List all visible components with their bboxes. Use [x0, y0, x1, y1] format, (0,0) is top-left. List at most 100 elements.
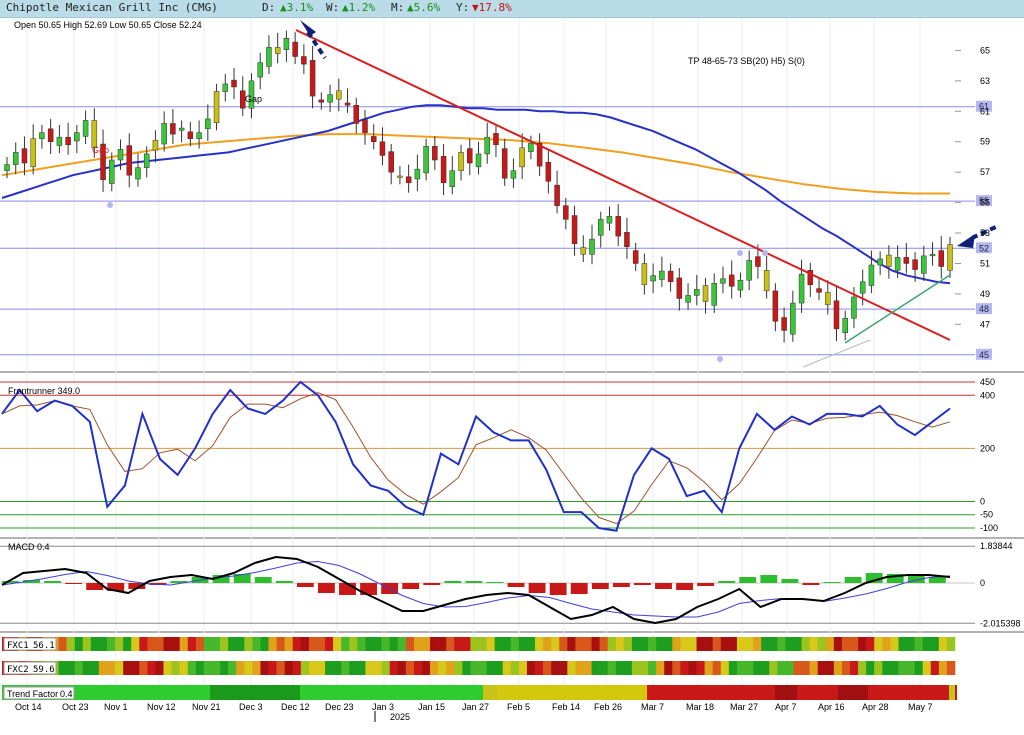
candle-body [772, 290, 779, 322]
macd-histogram-bar [528, 583, 546, 593]
heat-cell [462, 661, 471, 675]
heat-cell [195, 637, 205, 651]
x-tick-label: Apr 7 [775, 702, 797, 712]
heat-cell [220, 637, 229, 651]
candle-body [624, 232, 630, 247]
heat-cell [607, 637, 617, 651]
heat-cell [793, 661, 802, 675]
macd-histogram-bar [2, 581, 19, 583]
candle-body [440, 155, 447, 184]
heat-cell [591, 661, 600, 675]
candle-body [563, 205, 569, 220]
heat-cell [389, 661, 399, 675]
candle-body [467, 148, 473, 164]
trend-badge [3, 686, 75, 700]
heat-cell [300, 637, 310, 651]
x-tick-label: Feb 14 [552, 702, 580, 712]
candle-body [947, 244, 953, 271]
level-badge [976, 303, 992, 315]
heat-cell [98, 661, 108, 675]
macd-histogram-bar [823, 582, 841, 583]
candle-body [790, 302, 796, 335]
heat-cell [131, 661, 140, 675]
fxc2-badge [3, 661, 57, 675]
candle-body [205, 118, 211, 130]
candle-body [21, 148, 28, 164]
macd-histogram-bar [739, 577, 757, 583]
heat-cell [704, 661, 714, 675]
heat-cell [526, 637, 536, 651]
candle-body [4, 164, 10, 171]
candle-body [580, 247, 587, 255]
heat-cell [866, 661, 875, 675]
heat-cell [308, 637, 318, 651]
candle-body [877, 258, 883, 266]
heat-cell [163, 637, 172, 651]
level-label: 55 [979, 196, 989, 206]
heat-cell [421, 661, 431, 675]
candle-body [135, 167, 141, 180]
heat-cell [688, 637, 697, 651]
heat-cell [801, 637, 810, 651]
candle-body [161, 123, 167, 145]
heat-cell [90, 661, 100, 675]
heat-cell [155, 661, 164, 675]
heat-cell [890, 661, 899, 675]
candle-body [309, 60, 316, 97]
candle-body [868, 264, 875, 286]
heat-cell [858, 661, 867, 675]
macd-tick: 0 [980, 578, 985, 588]
trend-segment [775, 685, 797, 700]
heat-cell [551, 637, 560, 651]
level-label: 48 [979, 304, 989, 314]
frontrunner-tick: -50 [980, 510, 993, 520]
heat-cell [82, 661, 92, 675]
level-badge [976, 100, 992, 112]
macd-histogram-bar [44, 581, 61, 583]
heat-cell [187, 661, 197, 675]
x-tick-label: Feb 26 [594, 702, 622, 712]
candle-body [641, 263, 648, 286]
macd-histogram-bar [318, 583, 335, 593]
candle-body [903, 257, 910, 264]
heat-cell [438, 661, 447, 675]
heat-cell [688, 661, 697, 675]
candle-body [423, 146, 429, 174]
candle-body [353, 104, 360, 124]
macd-label: MACD 0.4 [8, 542, 50, 552]
heat-cell [236, 637, 245, 651]
heat-cell [252, 661, 261, 675]
macd-histogram-bar [655, 583, 672, 589]
heat-cell [478, 661, 487, 675]
trend-label: Trend Factor [7, 689, 58, 699]
heat-cell [341, 661, 350, 675]
macd-histogram-bar [296, 583, 314, 587]
heat-cell [179, 637, 189, 651]
heat-cell [139, 637, 148, 651]
macd-histogram-bar [128, 583, 146, 589]
heat-cell [720, 661, 730, 675]
heat-cell [292, 661, 302, 675]
heat-cell [858, 637, 867, 651]
candle-body [292, 41, 298, 57]
x-tick-label: Oct 14 [15, 702, 42, 712]
x-tick-label: Apr 16 [818, 702, 845, 712]
heat-cell [470, 637, 479, 651]
candle-body [126, 145, 132, 176]
heat-cell [389, 637, 399, 651]
heat-cell [591, 637, 600, 651]
heat-cell [413, 661, 423, 675]
heat-cell [728, 637, 738, 651]
macd-histogram-bar [212, 575, 230, 583]
heat-cell [567, 637, 576, 651]
x-tick-label: Oct 23 [62, 702, 89, 712]
downtrend-line [295, 29, 951, 341]
heat-cell [631, 637, 641, 651]
candle-body [720, 278, 726, 284]
macd-histogram-bar [507, 583, 525, 587]
x-tick-label: Jan 27 [462, 702, 489, 712]
candle-body [248, 80, 255, 109]
heat-cell [938, 661, 948, 675]
heat-cell [898, 661, 907, 675]
